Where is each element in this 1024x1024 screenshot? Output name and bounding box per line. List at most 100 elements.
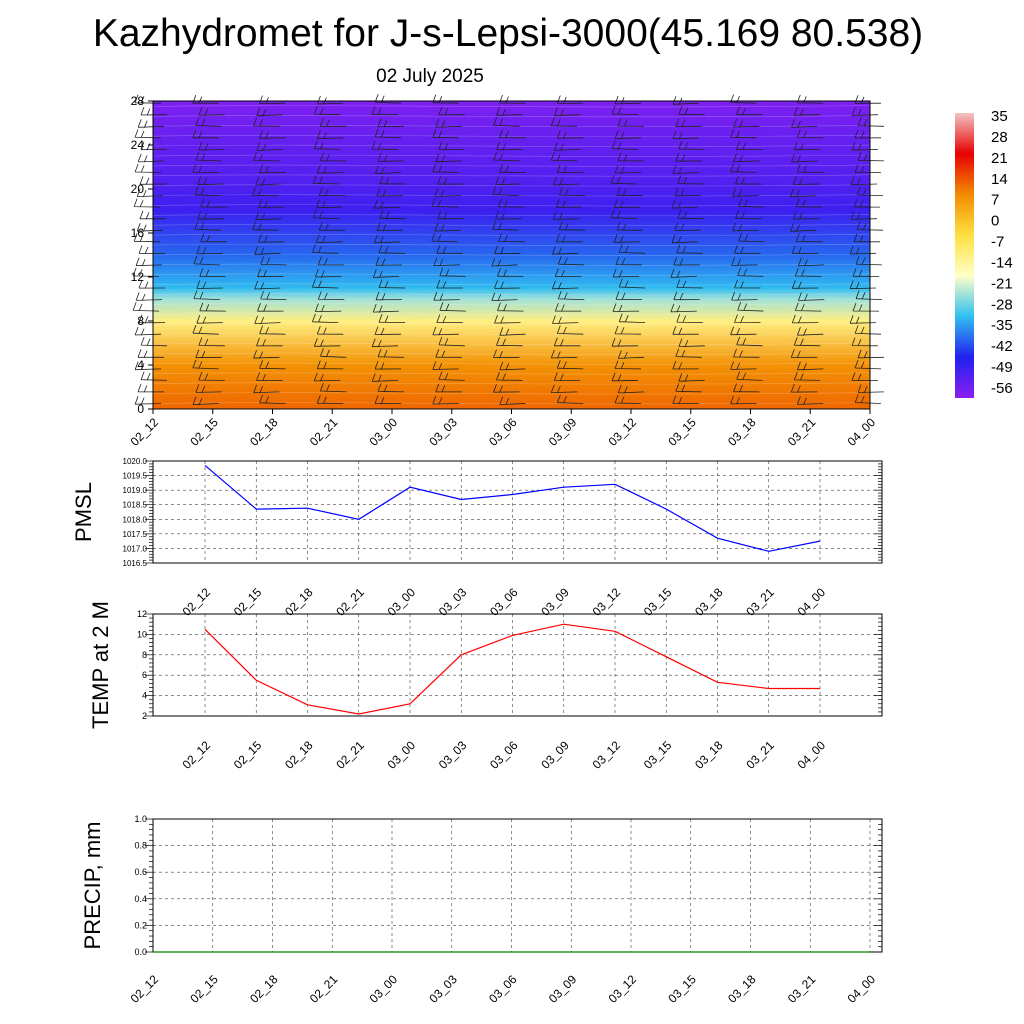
wind-barb (258, 233, 285, 243)
wind-barb (316, 325, 344, 335)
wind-barb (135, 292, 163, 302)
wind-barb (796, 129, 824, 139)
contour-line (152, 352, 871, 355)
wind-barb (316, 360, 344, 370)
colorbar (955, 113, 974, 398)
wind-barb (736, 141, 763, 151)
wind-barb (259, 360, 286, 370)
x-tick-label: 03_15 (665, 415, 699, 449)
wind-barb (732, 188, 759, 197)
wind-barb (614, 394, 642, 404)
x-tick-label: 04_00 (845, 972, 879, 1006)
wind-barb (738, 198, 765, 208)
wind-barb (132, 302, 160, 312)
y-tick-label: 1019.5 (123, 472, 148, 481)
wind-barb (854, 164, 881, 174)
wind-barb (313, 140, 341, 150)
wind-barb (140, 106, 168, 116)
x-tick-label: 03_00 (367, 972, 401, 1006)
y-tick-label: 4 (137, 358, 144, 372)
y-tick-label: 8 (142, 650, 147, 660)
wind-barb (553, 211, 580, 221)
wind-barb (670, 303, 697, 313)
contour-line (152, 323, 871, 326)
wind-barb (857, 349, 885, 359)
wind-barb (676, 313, 703, 323)
wind-barb (852, 302, 880, 312)
wind-barb (730, 326, 757, 336)
wind-barb (857, 117, 885, 127)
wind-barb (373, 234, 401, 244)
wind-barb (493, 117, 520, 127)
wind-barb (730, 163, 757, 173)
wind-barb (199, 268, 226, 277)
contour-line (152, 214, 871, 217)
wind-barb (137, 153, 165, 163)
contour-line (152, 134, 871, 137)
wind-barb (617, 350, 645, 360)
y-tick-label: 1.0 (134, 814, 147, 824)
wind-barb (736, 106, 763, 116)
x-tick-label: 03_21 (785, 972, 819, 1006)
y-tick-label: 1017.5 (123, 530, 148, 539)
wind-barb (614, 164, 642, 174)
wind-barb (253, 152, 280, 162)
wind-barb (312, 175, 340, 185)
x-tick-label: 03_09 (546, 972, 580, 1006)
wind-barb (133, 198, 161, 208)
y-tick-label: 0.4 (134, 894, 147, 904)
y-tick-label: 28 (131, 94, 145, 108)
contour-line (152, 164, 871, 167)
wind-barb (554, 302, 582, 312)
wind-barb (313, 105, 341, 116)
wind-barb (790, 383, 818, 393)
wind-barb (791, 119, 818, 129)
colorbar-label: -56 (991, 380, 1013, 397)
x-tick-label: 03_06 (486, 972, 520, 1006)
wind-barb (314, 303, 342, 313)
wind-barb (610, 209, 638, 220)
wind-barb (316, 395, 344, 404)
wind-barb (372, 303, 400, 313)
wind-barb (377, 383, 405, 393)
wind-barb (678, 373, 705, 382)
wind-barb (134, 94, 162, 104)
wind-barb (377, 153, 405, 163)
wind-barb (436, 245, 463, 254)
wind-barb (495, 176, 522, 186)
y-tick-label: 0.0 (134, 947, 147, 957)
wind-barb (138, 245, 166, 255)
wind-barb (432, 129, 459, 139)
wind-barb (496, 141, 523, 151)
wind-barb (256, 372, 283, 382)
y-tick-label: 1018.0 (123, 515, 148, 524)
wind-barb (136, 223, 164, 232)
wind-barb (259, 164, 286, 174)
y-tick-label: 1017.0 (123, 544, 148, 553)
x-tick-label: 03_18 (725, 415, 759, 449)
wind-barb (678, 140, 705, 150)
wind-barb (792, 210, 820, 220)
wind-barb (313, 372, 341, 382)
colorbar-label: -14 (991, 254, 1013, 271)
wind-barb (499, 361, 526, 371)
wind-barb (317, 291, 345, 301)
wind-barb (256, 107, 283, 117)
wind-barb (497, 302, 524, 312)
wind-barb (260, 290, 287, 300)
y-tick-label: 16 (131, 226, 145, 240)
wind-barb (677, 175, 704, 185)
wind-barb (312, 244, 339, 254)
wind-barb (795, 233, 823, 243)
wind-barb (557, 290, 585, 300)
wind-barb (494, 280, 521, 290)
wind-barb (254, 246, 281, 255)
wind-barb (737, 267, 764, 277)
wind-barb (315, 234, 343, 244)
wind-barb (374, 128, 402, 139)
wind-barb (493, 151, 520, 162)
contour-line (152, 283, 871, 286)
wind-barb (378, 314, 406, 323)
wind-barb (676, 244, 703, 254)
